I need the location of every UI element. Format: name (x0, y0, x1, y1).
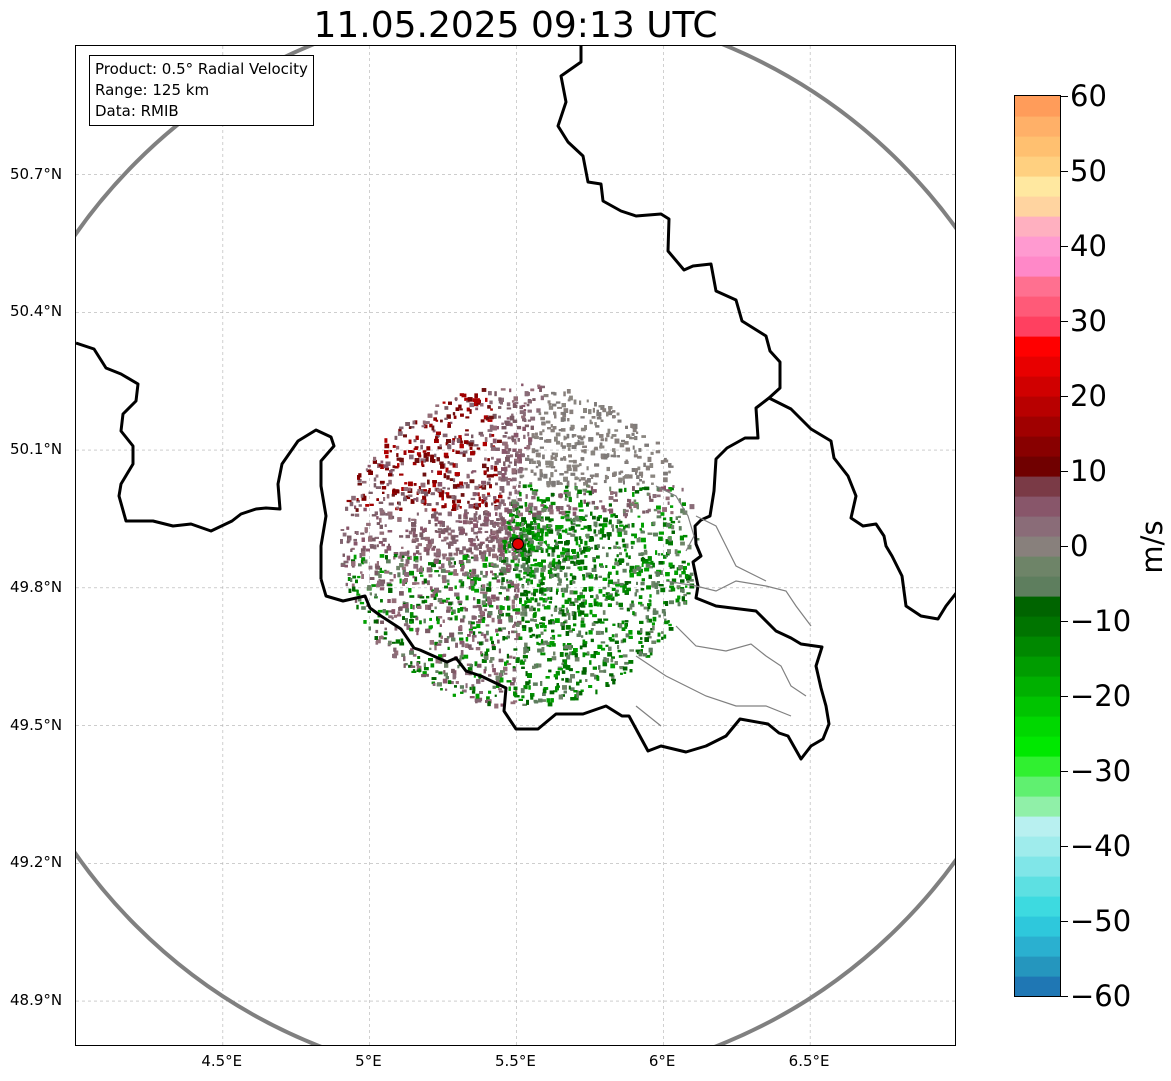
colorbar-segment (1015, 556, 1060, 577)
colorbar-segment (1015, 736, 1060, 757)
colorbar-tick-label: −50 (1070, 904, 1132, 938)
colorbar-segment (1015, 196, 1060, 217)
product-info-box: Product: 0.5° Radial Velocity Range: 125… (89, 55, 314, 126)
colorbar-segment (1015, 576, 1060, 597)
colorbar-segment (1015, 116, 1060, 137)
colorbar-segment (1015, 716, 1060, 737)
colorbar-segment (1015, 816, 1060, 837)
latitude-tick-label: 50.7°N (10, 164, 63, 183)
colorbar-segment (1015, 516, 1060, 537)
colorbar-segment (1015, 536, 1060, 557)
colorbar-tick-label: −20 (1070, 679, 1132, 713)
colorbar-tick (1060, 921, 1068, 922)
colorbar-tick (1060, 696, 1068, 697)
colorbar-segment (1015, 176, 1060, 197)
longitude-tick-label: 6.5°E (788, 1052, 830, 1070)
colorbar-tick (1060, 321, 1068, 322)
map-title: 11.05.2025 09:13 UTC (313, 5, 718, 46)
colorbar-segment (1015, 976, 1060, 996)
colorbar-segment (1015, 776, 1060, 797)
info-data: Data: RMIB (95, 102, 179, 120)
radar-map-panel[interactable] (75, 45, 956, 1046)
velocity-colorbar (1014, 95, 1061, 997)
colorbar-segment (1015, 136, 1060, 157)
colorbar-segment (1015, 836, 1060, 857)
colorbar-segment (1015, 936, 1060, 957)
latitude-tick-label: 50.1°N (10, 440, 63, 459)
colorbar-unit-label: m/s (1135, 520, 1169, 574)
colorbar-segment (1015, 496, 1060, 517)
colorbar-tick (1060, 396, 1068, 397)
colorbar-segment (1015, 256, 1060, 277)
colorbar-tick (1060, 96, 1068, 97)
radar-site-marker (512, 538, 524, 550)
colorbar-segment (1015, 916, 1060, 937)
colorbar-tick (1060, 246, 1068, 247)
colorbar-segment (1015, 956, 1060, 977)
colorbar-tick-label: −10 (1070, 604, 1132, 638)
colorbar-tick-label: 50 (1070, 154, 1107, 188)
colorbar-segment (1015, 396, 1060, 417)
colorbar-tick (1060, 846, 1068, 847)
colorbar-segment (1015, 796, 1060, 817)
admin-borders (635, 485, 812, 727)
colorbar-tick (1060, 546, 1068, 547)
radar-map[interactable] (76, 46, 956, 1046)
colorbar-segment (1015, 156, 1060, 177)
colorbar-tick (1060, 171, 1068, 172)
colorbar-segment (1015, 316, 1060, 337)
colorbar-segment (1015, 436, 1060, 457)
colorbar-tick-label: 10 (1070, 454, 1107, 488)
colorbar-segment (1015, 476, 1060, 497)
colorbar-segment (1015, 216, 1060, 237)
colorbar-tick (1060, 621, 1068, 622)
colorbar-segment (1015, 676, 1060, 697)
colorbar-tick-label: −60 (1070, 979, 1132, 1013)
latitude-tick-label: 49.8°N (10, 577, 63, 596)
colorbar-segment (1015, 896, 1060, 917)
border-lux-germany (319, 46, 831, 761)
colorbar-segment (1015, 356, 1060, 377)
colorbar-tick-label: 40 (1070, 229, 1107, 263)
info-product: Product: 0.5° Radial Velocity (95, 60, 308, 78)
colorbar-tick (1060, 996, 1068, 997)
colorbar-segment (1015, 336, 1060, 357)
colorbar-segment (1015, 876, 1060, 897)
longitude-tick-label: 6°E (648, 1052, 676, 1070)
colorbar-segment (1015, 456, 1060, 477)
latitude-tick-label: 49.2°N (10, 853, 63, 872)
border-belgium-france (76, 341, 336, 579)
colorbar-segment (1015, 236, 1060, 257)
radar-echoes (340, 383, 700, 709)
colorbar-segment (1015, 276, 1060, 297)
border-france-germany (768, 396, 955, 621)
colorbar-segment (1015, 416, 1060, 437)
colorbar-tick-label: 30 (1070, 304, 1107, 338)
colorbar-segment (1015, 96, 1060, 117)
colorbar-tick-label: 0 (1070, 529, 1089, 563)
colorbar-segment (1015, 296, 1060, 317)
colorbar-tick (1060, 471, 1068, 472)
colorbar-segment (1015, 756, 1060, 777)
colorbar-tick-label: −40 (1070, 829, 1132, 863)
colorbar-tick-label: 20 (1070, 379, 1107, 413)
latitude-tick-label: 48.9°N (10, 991, 63, 1010)
longitude-tick-label: 5°E (355, 1052, 382, 1070)
colorbar-segment (1015, 596, 1060, 617)
colorbar-tick (1060, 771, 1068, 772)
longitude-tick-label: 4.5°E (201, 1052, 243, 1070)
longitude-tick-label: 5.5°E (495, 1052, 536, 1070)
colorbar-tick-label: 60 (1070, 79, 1107, 113)
colorbar-segment (1015, 656, 1060, 677)
info-range: Range: 125 km (95, 81, 210, 99)
colorbar-segment (1015, 636, 1060, 657)
colorbar-segment (1015, 696, 1060, 717)
latitude-tick-label: 50.4°N (10, 302, 63, 321)
country-borders (76, 46, 955, 761)
colorbar-tick-label: −30 (1070, 754, 1132, 788)
colorbar-segment (1015, 856, 1060, 877)
latitude-tick-label: 49.5°N (10, 715, 63, 734)
colorbar-segment (1015, 616, 1060, 637)
colorbar-segment (1015, 376, 1060, 397)
